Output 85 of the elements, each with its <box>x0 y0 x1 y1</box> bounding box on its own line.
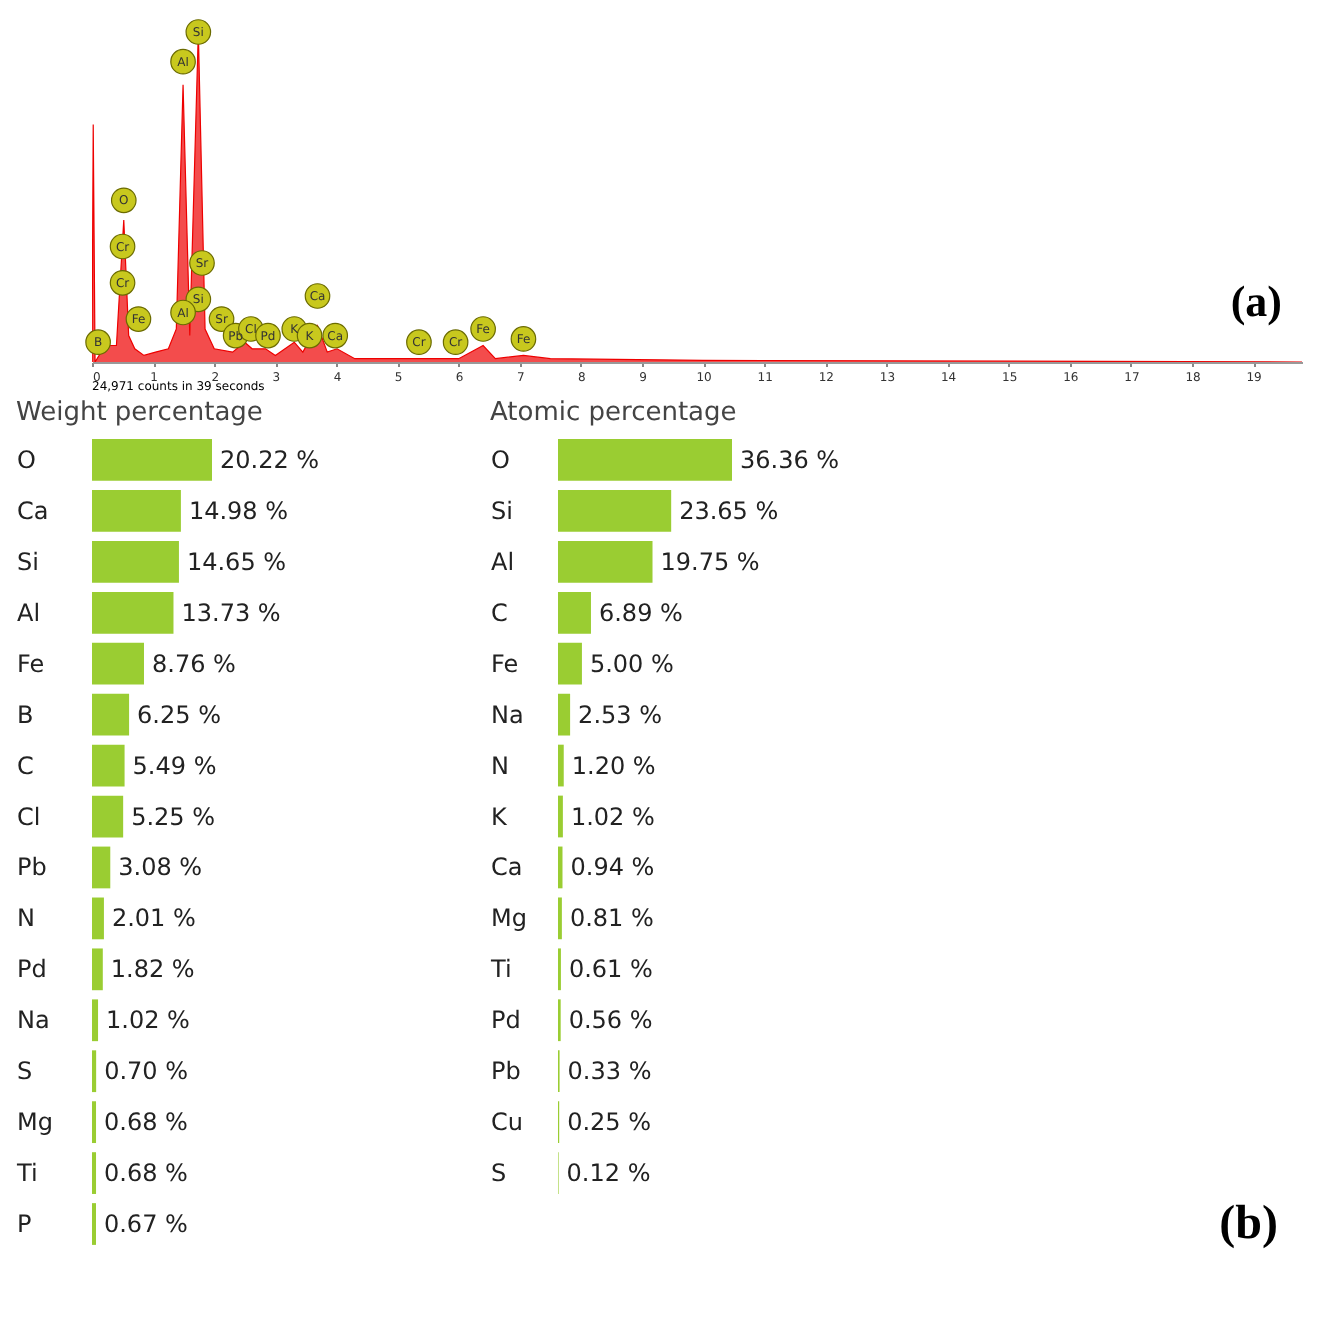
bar <box>558 540 653 583</box>
data-label: 0.25 % <box>567 1108 652 1137</box>
y-tick-label: C <box>491 598 508 627</box>
y-tick-label: Mg <box>491 904 527 933</box>
y-tick-label: Mg <box>17 1108 53 1137</box>
bar <box>558 591 591 634</box>
data-label: 19.75 % <box>660 547 760 576</box>
data-label: 5.25 % <box>131 802 216 831</box>
bar <box>92 846 111 889</box>
bar <box>92 439 212 481</box>
bar <box>92 897 104 940</box>
bar <box>558 642 582 685</box>
bar <box>92 540 179 583</box>
y-tick-label: Cl <box>17 802 41 831</box>
y-tick-label: N <box>491 751 509 780</box>
data-label: 0.68 % <box>104 1108 188 1137</box>
annotation: (a) <box>1230 276 1282 326</box>
y-tick-label: Si <box>17 547 39 576</box>
y-tick-label: Pb <box>17 853 47 882</box>
bar <box>92 795 124 838</box>
y-tick-label: Pd <box>491 1006 521 1035</box>
y-tick-label: C <box>17 751 34 780</box>
y-tick-label: Ca <box>17 496 49 525</box>
y-tick-label: Ti <box>15 1159 38 1188</box>
y-tick-label: Pb <box>491 1057 521 1086</box>
data-label: 0.12 % <box>566 1159 651 1188</box>
data-label: 3.08 % <box>118 853 203 882</box>
y-tick-label: Al <box>17 598 41 627</box>
bar <box>92 642 144 685</box>
data-label: 6.25 % <box>137 700 221 729</box>
bar <box>92 999 99 1042</box>
chart-title: Weight percentage <box>16 398 263 428</box>
y-tick-label: S <box>491 1159 507 1188</box>
chart-title: Atomic percentage <box>490 398 737 428</box>
data-label: 0.67 % <box>103 1210 188 1239</box>
data-label: 2.01 % <box>111 904 196 933</box>
y-tick-label: Ti <box>489 955 512 984</box>
bar <box>558 439 732 481</box>
data-label: 1.82 % <box>110 955 195 984</box>
y-tick-label: Pd <box>17 955 47 984</box>
bar <box>558 744 564 787</box>
y-tick-label: Cu <box>491 1108 523 1137</box>
y-tick-label: Na <box>491 700 524 729</box>
bar <box>92 948 103 991</box>
y-tick-label: O <box>17 445 36 474</box>
bar <box>92 591 174 634</box>
data-label: 23.65 % <box>679 496 779 525</box>
data-label: 0.33 % <box>567 1057 652 1086</box>
data-label: 0.81 % <box>569 904 654 933</box>
y-tick-label: O <box>491 445 510 474</box>
data-label: 14.65 % <box>186 547 287 576</box>
y-tick-label: Fe <box>17 649 45 678</box>
data-label: 0.94 % <box>570 853 655 882</box>
y-tick-label: Si <box>491 496 513 525</box>
data-label: 0.70 % <box>104 1057 189 1086</box>
data-label: 0.68 % <box>104 1159 188 1188</box>
data-label: 6.89 % <box>598 598 683 627</box>
y-tick-label: B <box>17 700 34 729</box>
data-label: 1.02 % <box>570 802 655 831</box>
bar <box>92 693 130 736</box>
y-tick-label: Na <box>17 1006 50 1035</box>
data-label: 0.61 % <box>568 955 653 984</box>
text: (b) <box>1219 1198 1278 1250</box>
bar <box>92 490 181 532</box>
data-label: 36.36 % <box>740 445 840 474</box>
y-tick-label: Al <box>491 547 515 576</box>
y-tick-label: N <box>17 904 35 933</box>
data-label: 2.53 % <box>578 700 662 729</box>
data-label: 0.56 % <box>568 1006 653 1035</box>
y-tick-label: Fe <box>491 649 519 678</box>
bar <box>558 490 672 532</box>
bar <box>92 744 125 787</box>
data-label: 5.00 % <box>589 649 674 678</box>
data-label: 5.49 % <box>132 751 217 780</box>
data-label: 20.22 % <box>220 445 320 474</box>
data-label: 14.98 % <box>188 496 289 525</box>
bar <box>558 693 571 736</box>
data-label: 1.02 % <box>106 1006 190 1035</box>
data-label: 13.73 % <box>181 598 281 627</box>
y-tick-label: S <box>17 1057 33 1086</box>
y-tick-label: K <box>491 802 509 831</box>
y-tick-label: P <box>17 1210 32 1239</box>
y-tick-label: Ca <box>491 853 523 882</box>
data-label: 1.20 % <box>571 751 656 780</box>
data-label: 8.76 % <box>151 649 236 678</box>
